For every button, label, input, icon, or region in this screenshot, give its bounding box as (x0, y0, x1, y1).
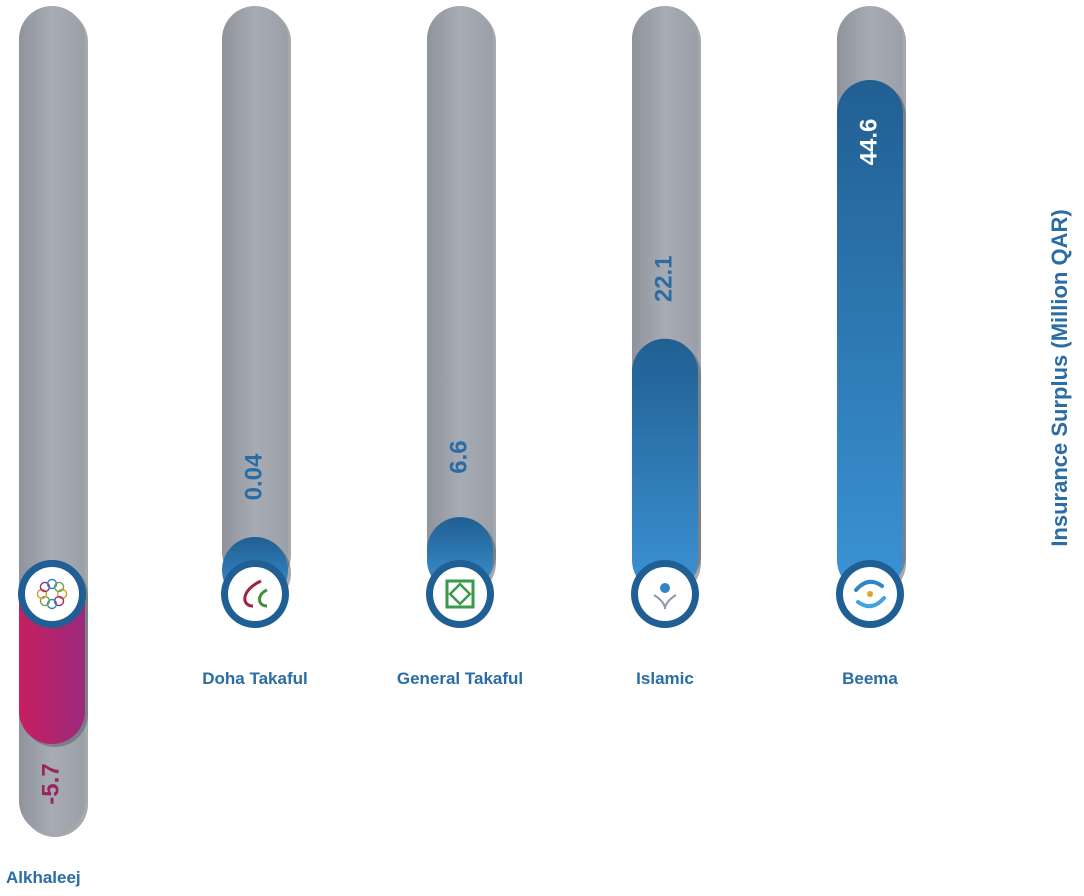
bar-fill (632, 338, 701, 596)
islamic-logo (631, 560, 699, 628)
bar-group-1: 0.04 (221, 6, 291, 628)
category-label: General Takaful (396, 669, 524, 688)
bar-track (427, 6, 496, 588)
general-takaful-logo (426, 560, 494, 628)
bar-group-4: 44.6 (836, 6, 906, 628)
category-label: Islamic (636, 669, 694, 688)
beema-logo (836, 560, 904, 628)
value-label: 0.04 (240, 453, 267, 500)
value-label: 6.6 (445, 440, 472, 473)
alkhaleej-logo (18, 560, 86, 628)
y-axis-label: Insurance Surplus (Million QAR) (1047, 209, 1072, 547)
category-label: Alkhaleej (6, 868, 81, 887)
doha-takaful-logo (221, 560, 289, 628)
category-label: Doha Takaful (202, 669, 308, 688)
bar-group-3: 22.1 (631, 6, 701, 628)
bar-track (222, 6, 291, 588)
value-label: 22.1 (650, 255, 677, 302)
value-label: -5.7 (37, 763, 64, 804)
bar-group-0: -5.7 (18, 6, 88, 837)
bar-fill (837, 80, 906, 596)
bar-group-2: 6.6 (426, 6, 496, 628)
bars-layer: -5.7 0.04 6.6 22.1 44.6 (18, 6, 906, 837)
value-label: 44.6 (855, 119, 882, 166)
category-label: Beema (842, 669, 898, 688)
